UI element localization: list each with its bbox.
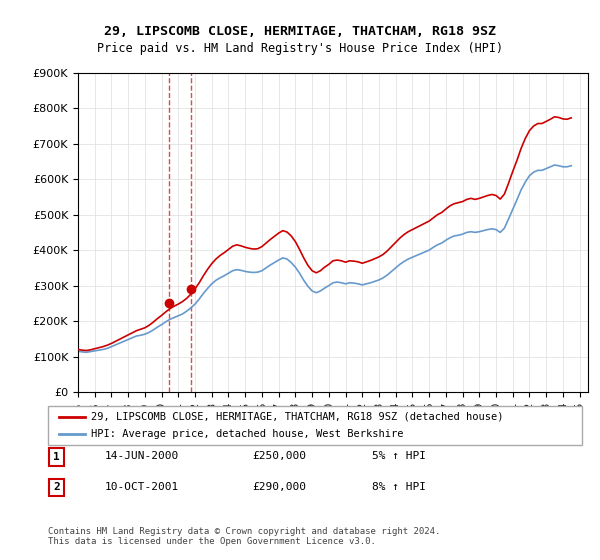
Text: 14-JUN-2000: 14-JUN-2000	[105, 451, 179, 461]
Text: 29, LIPSCOMB CLOSE, HERMITAGE, THATCHAM, RG18 9SZ (detached house): 29, LIPSCOMB CLOSE, HERMITAGE, THATCHAM,…	[91, 412, 503, 422]
Text: 29, LIPSCOMB CLOSE, HERMITAGE, THATCHAM, RG18 9SZ: 29, LIPSCOMB CLOSE, HERMITAGE, THATCHAM,…	[104, 25, 496, 38]
Text: Contains HM Land Registry data © Crown copyright and database right 2024.
This d: Contains HM Land Registry data © Crown c…	[48, 526, 440, 546]
Text: £250,000: £250,000	[252, 451, 306, 461]
Text: 10-OCT-2001: 10-OCT-2001	[105, 482, 179, 492]
FancyBboxPatch shape	[49, 479, 64, 496]
Text: 1: 1	[53, 452, 60, 461]
FancyBboxPatch shape	[48, 406, 582, 445]
Text: HPI: Average price, detached house, West Berkshire: HPI: Average price, detached house, West…	[91, 429, 403, 439]
Text: Price paid vs. HM Land Registry's House Price Index (HPI): Price paid vs. HM Land Registry's House …	[97, 42, 503, 55]
FancyBboxPatch shape	[49, 448, 64, 465]
Text: 2: 2	[53, 483, 60, 492]
Text: 8% ↑ HPI: 8% ↑ HPI	[372, 482, 426, 492]
Text: £290,000: £290,000	[252, 482, 306, 492]
Text: 5% ↑ HPI: 5% ↑ HPI	[372, 451, 426, 461]
